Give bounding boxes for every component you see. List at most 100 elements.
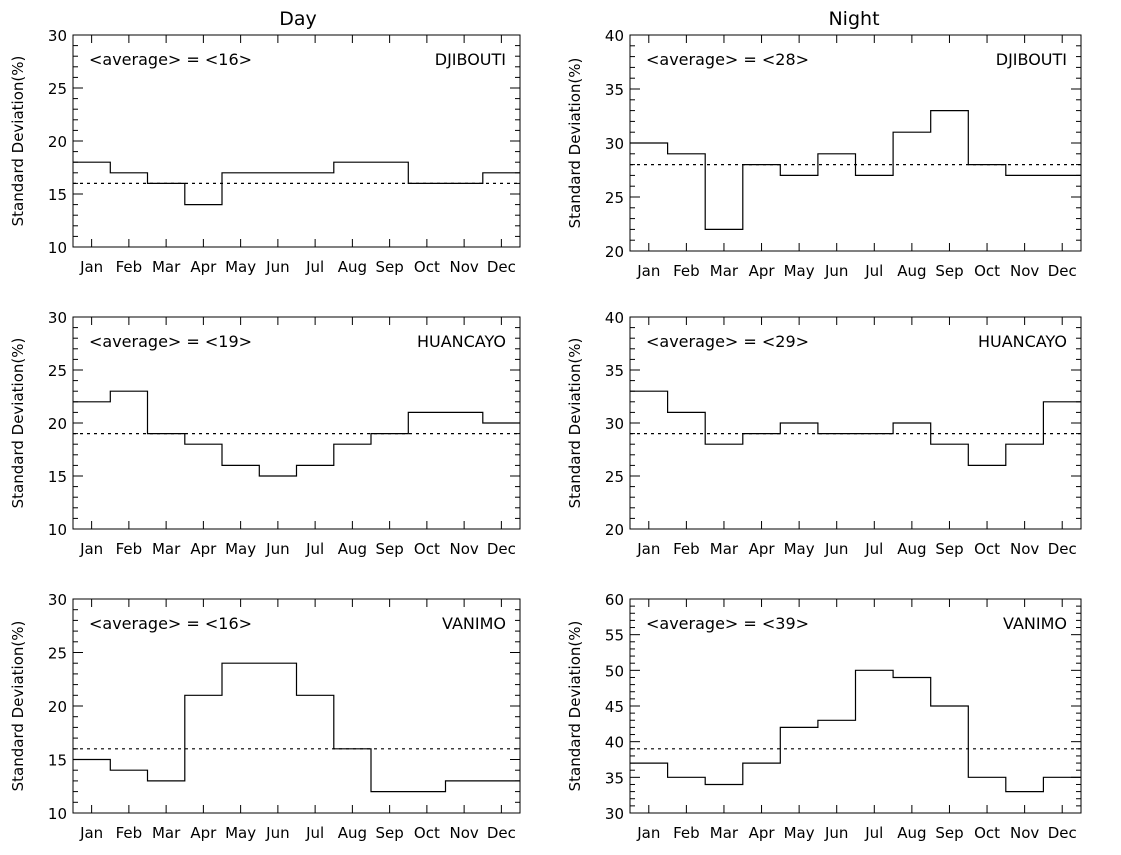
y-tick-label: 40 [605,27,624,45]
series-step-line [73,390,520,477]
x-tick-label: Sep [375,258,403,276]
x-tick-label: Oct [414,258,440,276]
average-annotation: <average> = <16> [89,614,252,633]
column-title-night: Night [828,8,879,30]
y-tick-label: 30 [605,135,624,153]
y-tick-label: 50 [605,662,624,680]
y-axis-label: Standard Deviation(%) [9,338,27,509]
x-tick-label: Aug [897,262,926,280]
y-tick-label: 35 [605,81,624,99]
x-tick-label: Apr [749,540,776,558]
y-tick-label: 30 [605,805,624,823]
x-tick-label: Feb [673,540,700,558]
y-tick-label: 15 [48,752,67,770]
x-tick-label: Mar [152,824,181,842]
x-tick-label: Dec [1048,540,1077,558]
x-tick-label: Apr [190,824,217,842]
y-tick-label: 40 [605,734,624,752]
x-tick-label: Nov [449,258,478,276]
x-tick-label: Dec [487,540,516,558]
x-tick-label: Jun [824,540,848,558]
y-tick-label: 30 [48,27,67,45]
x-tick-label: Sep [375,824,403,842]
series-step-line [630,110,1081,230]
x-tick-label: Apr [749,262,776,280]
y-tick-label: 55 [605,627,624,645]
x-tick-label: Dec [1048,824,1077,842]
y-tick-label: 25 [48,80,67,98]
y-tick-label: 30 [605,415,624,433]
x-tick-label: Aug [338,540,367,558]
x-tick-label: Feb [116,824,143,842]
y-axis-label: Standard Deviation(%) [566,338,584,509]
x-tick-label: May [784,824,815,842]
y-tick-label: 20 [48,415,67,433]
x-tick-label: Dec [487,824,516,842]
column-title-day: Day [279,8,317,30]
x-tick-label: Mar [152,258,181,276]
x-tick-label: Sep [935,824,963,842]
series-step-line [73,161,520,206]
x-tick-label: Oct [414,824,440,842]
x-tick-label: Jan [636,540,660,558]
x-tick-label: Nov [1010,824,1039,842]
x-tick-label: Jan [79,258,103,276]
x-tick-label: May [225,824,256,842]
average-annotation: <average> = <19> [89,332,252,351]
chart-panel-6: 30 35 40 45 50 55 60 Jan Feb Mar Apr May Jun Jul Aug Se… [566,591,1082,842]
x-tick-label: Dec [487,258,516,276]
x-tick-label: Nov [449,540,478,558]
y-tick-label: 10 [48,239,67,257]
y-tick-label: 35 [605,769,624,787]
station-label: VANIMO [1003,614,1067,633]
chart-panel-3: 10 15 20 25 30 Jan Feb Mar Apr May Jun Jul Aug Sep Oct… [9,309,521,558]
x-tick-label: Mar [152,540,181,558]
station-label: DJIBOUTI [435,50,506,69]
x-tick-label: Jan [79,540,103,558]
station-label: VANIMO [442,614,506,633]
y-axis-label: Standard Deviation(%) [9,56,27,227]
chart-panel-2: 20 25 30 35 40 Jan Feb Mar Apr May Jun Jul Aug Sep Oct… [566,27,1082,280]
x-tick-label: May [784,262,815,280]
average-annotation: <average> = <28> [646,50,809,69]
x-tick-label: Jul [305,258,324,276]
y-tick-label: 25 [48,645,67,663]
y-tick-label: 15 [48,468,67,486]
y-tick-label: 30 [48,591,67,609]
y-tick-label: 25 [605,468,624,486]
x-tick-label: Aug [897,540,926,558]
x-tick-label: Nov [449,824,478,842]
x-tick-label: Oct [414,540,440,558]
x-tick-label: Mar [710,824,739,842]
y-tick-label: 35 [605,362,624,380]
x-tick-label: Jan [636,824,660,842]
average-annotation: <average> = <29> [646,332,809,351]
x-tick-label: Aug [897,824,926,842]
y-tick-label: 30 [48,309,67,327]
x-tick-label: Aug [338,258,367,276]
station-label: HUANCAYO [417,332,506,351]
y-tick-label: 60 [605,591,624,609]
x-tick-label: Oct [974,262,1000,280]
y-tick-label: 20 [48,133,67,151]
y-tick-label: 25 [605,189,624,207]
y-axis-label: Standard Deviation(%) [566,621,584,792]
x-tick-label: May [225,258,256,276]
x-tick-label: Apr [749,824,776,842]
x-tick-label: Feb [116,258,143,276]
x-tick-label: Aug [338,824,367,842]
x-tick-label: Jul [305,824,324,842]
x-tick-label: Oct [974,824,1000,842]
y-tick-label: 10 [48,805,67,823]
x-tick-label: Apr [190,258,217,276]
y-axis-label: Standard Deviation(%) [9,621,27,792]
x-tick-label: Feb [116,540,143,558]
x-tick-label: Feb [673,262,700,280]
station-label: HUANCAYO [978,332,1067,351]
y-axis-label: Standard Deviation(%) [566,58,584,229]
x-tick-label: Oct [974,540,1000,558]
series-step-line [73,662,520,793]
x-tick-label: Mar [710,262,739,280]
